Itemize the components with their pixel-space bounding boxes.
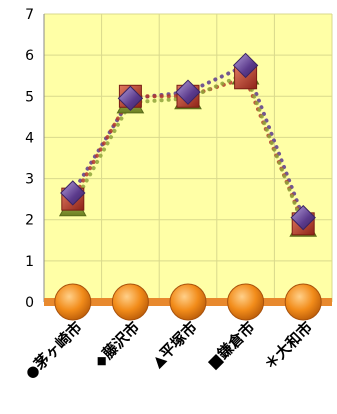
x-tick-label: ■鎌倉市 — [204, 318, 259, 373]
data-point-diamond — [290, 204, 316, 231]
data-point-diamond — [117, 85, 144, 112]
y-tick-label: 5 — [25, 89, 34, 105]
data-point-circle — [169, 283, 207, 321]
plot-area — [44, 14, 332, 302]
data-point-circle — [111, 283, 149, 321]
x-tick-label: ◆藤沢市 — [91, 318, 144, 371]
data-point-circle — [227, 283, 265, 321]
y-tick-label: 7 — [25, 7, 34, 23]
x-tick-label: ＊大和市 — [261, 318, 316, 373]
y-tick-label: 6 — [25, 48, 34, 64]
y-tick-label: 4 — [25, 130, 34, 146]
y-tick-label: 0 — [25, 295, 34, 311]
x-tick-label: ●茅ヶ崎市 — [21, 318, 85, 382]
data-point-circle — [284, 283, 322, 321]
y-tick-label: 1 — [25, 254, 34, 270]
x-tick-label: ▲平塚市 — [148, 318, 201, 371]
y-tick-label: 2 — [25, 213, 34, 229]
y-tick-label: 3 — [25, 172, 34, 188]
data-point-diamond — [232, 52, 259, 79]
data-point-diamond — [175, 79, 201, 105]
series-line — [70, 75, 306, 226]
data-point-diamond — [60, 180, 86, 206]
data-point-circle — [54, 283, 92, 321]
